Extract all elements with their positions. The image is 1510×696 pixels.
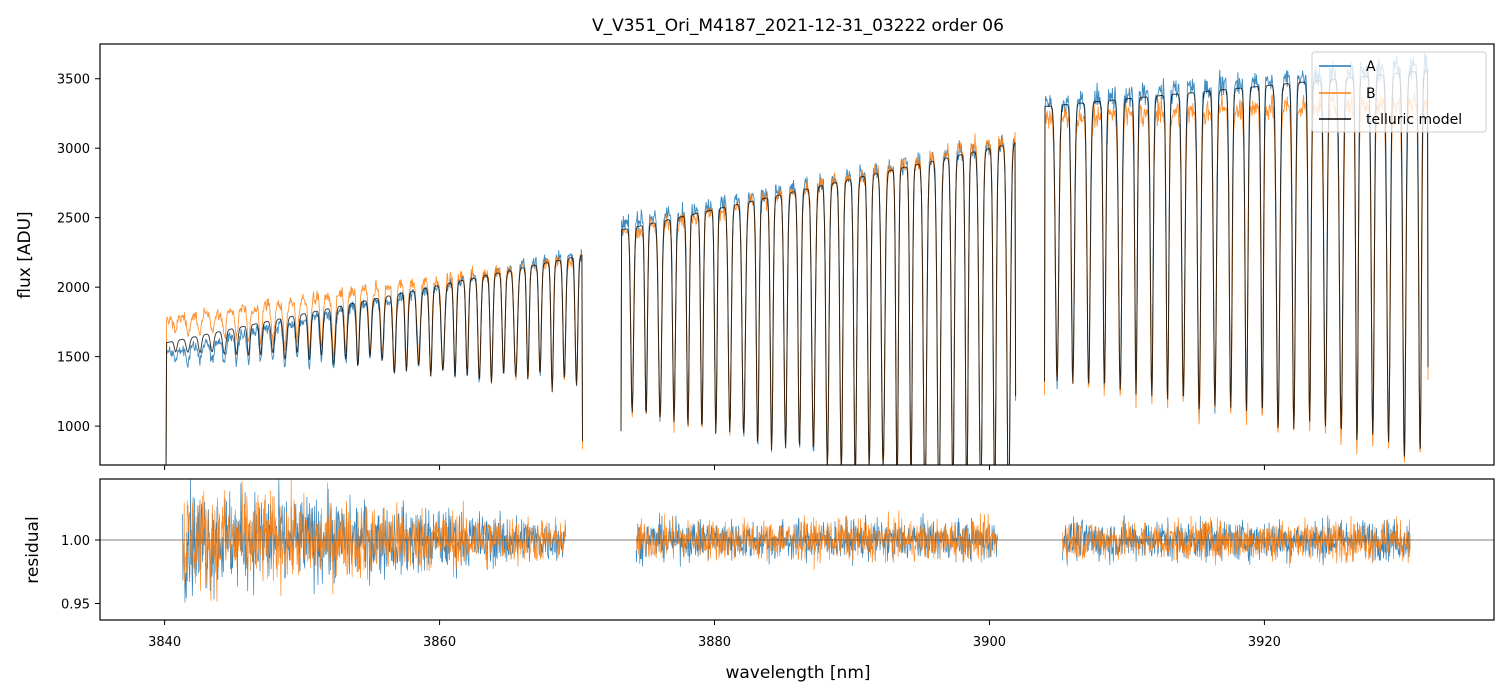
legend: A B telluric model: [1311, 51, 1487, 133]
flux-axes-frame: [99, 43, 1495, 466]
residual-y-tick-label-0: 0.95: [61, 597, 90, 612]
residual-y-tick-label-1: 1.00: [61, 534, 90, 549]
residual-y-label: residual: [23, 516, 43, 583]
chart-title: V_V351_Ori_M4187_2021-12-31_03222 order …: [592, 16, 1004, 36]
flux-y-ticks: 1000 1500 2000 2500 3000 3500: [57, 73, 100, 435]
legend-label-telluric: telluric model: [1366, 112, 1462, 128]
x-tick-label-3840: 3840: [148, 635, 181, 650]
flux-x-ticks: [164, 465, 1265, 470]
flux-y-label: flux [ADU]: [15, 211, 35, 298]
x-tick-label-3880: 3880: [698, 635, 731, 650]
residual-x-ticks: 3840 3860 3880 3900 3920: [148, 620, 1281, 650]
series-a-segment-1: [165, 249, 583, 465]
legend-box: [1311, 51, 1487, 133]
residual-panel: 0.95 1.00 3840 3860 3880 3900 3920 residual w…: [23, 478, 1495, 683]
series-b-segment-1: [165, 252, 583, 465]
residual-b-segment-2: [635, 510, 999, 570]
legend-label-a: A: [1366, 59, 1376, 75]
x-tick-label-3920: 3920: [1248, 635, 1281, 650]
residual-plot-area: [100, 479, 1494, 603]
x-tick-label-3860: 3860: [423, 635, 456, 650]
x-axis-label: wavelength [nm]: [725, 663, 870, 683]
flux-y-tick-label-2500: 2500: [57, 212, 90, 227]
flux-plot-area: [165, 52, 1429, 465]
residual-y-ticks: 0.95 1.00: [61, 534, 100, 612]
x-tick-label-3900: 3900: [973, 635, 1006, 650]
flux-panel: 1000 1500 2000 2500 3000 3500 flux [ADU] A B …: [15, 43, 1495, 470]
telluric-model-segment-2: [620, 141, 1017, 465]
flux-y-tick-label-3500: 3500: [57, 73, 90, 88]
legend-label-b: B: [1366, 86, 1376, 102]
flux-y-tick-label-1500: 1500: [57, 351, 90, 366]
flux-y-tick-label-1000: 1000: [57, 420, 90, 435]
residual-axes-frame: [99, 478, 1495, 621]
telluric-model-segment-1: [165, 254, 583, 465]
flux-y-tick-label-2000: 2000: [57, 281, 90, 296]
flux-y-tick-label-3000: 3000: [57, 142, 90, 157]
